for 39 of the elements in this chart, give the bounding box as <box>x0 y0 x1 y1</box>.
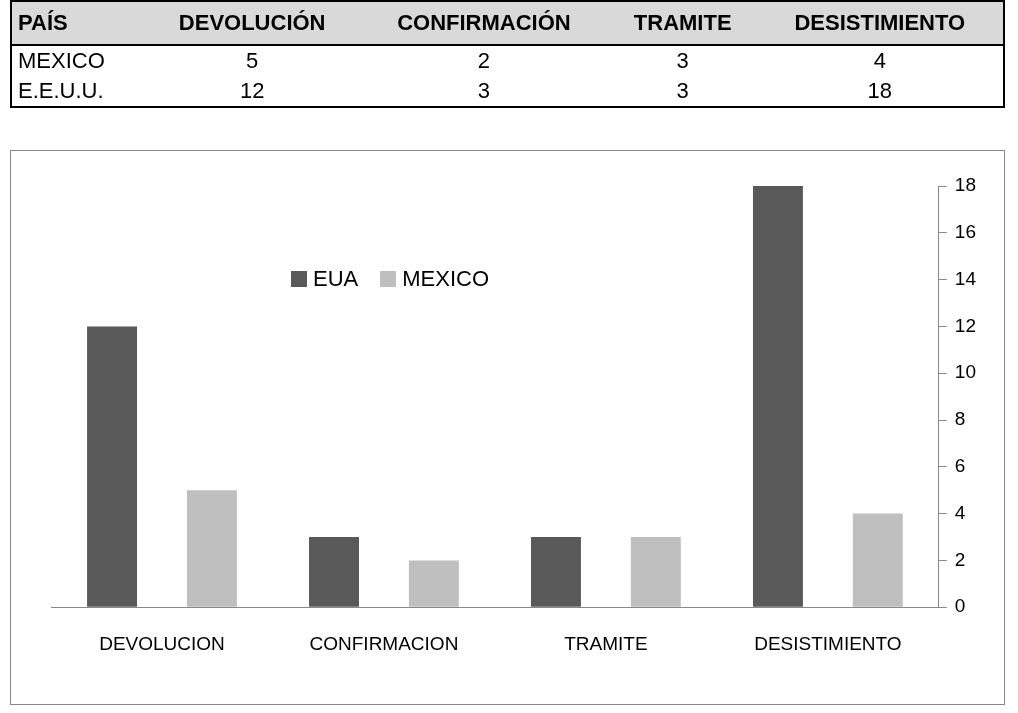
bar <box>531 537 581 607</box>
bar <box>630 537 681 607</box>
y-tick-label: 6 <box>954 455 966 477</box>
y-tick-label: 16 <box>954 221 977 243</box>
legend-label: MEXICO <box>401 266 490 292</box>
x-tick-label: CONFIRMACION <box>309 632 459 654</box>
bar <box>852 513 903 607</box>
y-tick-label: 2 <box>954 548 966 570</box>
bar <box>87 326 138 607</box>
bar <box>186 490 237 607</box>
data-label: 3 <box>476 77 492 105</box>
x-tick-label: DEVOLUCION <box>99 632 225 654</box>
data-label: 3 <box>675 47 690 75</box>
bar <box>408 560 459 607</box>
text: E.E.U.U. <box>17 77 105 105</box>
bar <box>309 537 359 607</box>
y-tick-label: 12 <box>954 314 977 336</box>
y-tick-label: 14 <box>954 267 977 289</box>
y-tick-label: 4 <box>954 501 966 523</box>
text: DESISTIMIENTO <box>756 1 1004 45</box>
text: PAÍS <box>11 1 146 45</box>
y-tick-label: 18 <box>954 174 977 196</box>
data-label: 3 <box>675 77 690 105</box>
text: CONFIRMACIÓN <box>359 1 609 45</box>
y-tick-label: 8 <box>954 408 966 430</box>
y-tick-label: 10 <box>954 361 977 383</box>
data-label: 2 <box>476 47 492 75</box>
data-label: 18 <box>866 77 894 105</box>
text: MEXICO <box>17 47 106 75</box>
data-label: 5 <box>245 47 260 75</box>
text: DEVOLUCIÓN <box>145 1 359 45</box>
text: TRAMITE <box>608 1 757 45</box>
data-label: 4 <box>872 47 887 75</box>
x-tick-label: TRAMITE <box>564 632 648 654</box>
legend-label: EUA <box>312 266 359 292</box>
y-tick-label: 0 <box>954 595 966 617</box>
data-label: 12 <box>238 77 266 105</box>
x-tick-label: DESISTIMIENTO <box>754 632 902 654</box>
bar <box>752 186 803 607</box>
